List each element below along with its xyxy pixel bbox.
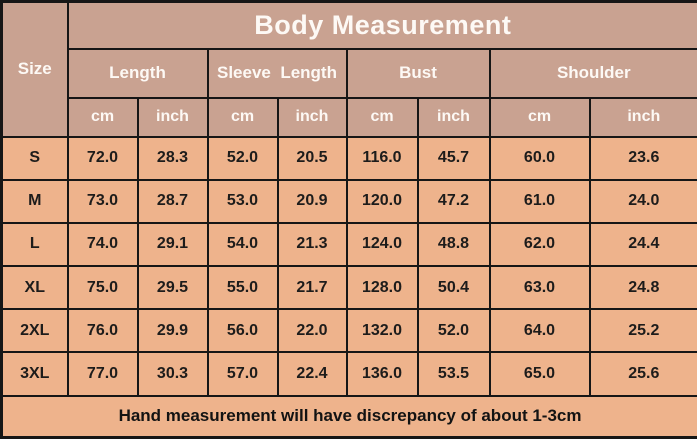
size-label: XL (0, 264, 69, 311)
measurement-cell: 116.0 (345, 135, 419, 181)
measurement-cell: 29.5 (136, 264, 209, 311)
size-label: S (0, 135, 69, 181)
measurement-cell: 29.1 (136, 221, 209, 267)
table-row: 2XL 76.0 29.9 56.0 22.0 132.0 52.0 64.0 25.2 (0, 308, 697, 354)
measurement-cell: 29.9 (136, 308, 209, 354)
footer-note: Hand measurement will have discrepancy o… (0, 394, 697, 439)
measurement-cell: 128.0 (345, 264, 419, 311)
measurement-cell: 61.0 (488, 178, 591, 224)
table-row: 3XL 77.0 30.3 57.0 22.4 136.0 53.5 65.0 25.6 (0, 351, 697, 397)
measurement-cell: 21.7 (276, 264, 348, 311)
measurement-cell: 20.5 (276, 135, 348, 181)
measurement-cell: 75.0 (66, 264, 139, 311)
measurement-cell: 74.0 (66, 221, 139, 267)
measurement-cell: 24.8 (588, 264, 697, 311)
group-header-shoulder: Shoulder (488, 47, 697, 99)
table-row: S 72.0 28.3 52.0 20.5 116.0 45.7 60.0 23.6 (0, 135, 697, 181)
measurement-cell: 53.0 (206, 178, 279, 224)
measurement-cell: 120.0 (345, 178, 419, 224)
measurement-cell: 23.6 (588, 135, 697, 181)
group-header-row: Length Sleeve Length Bust Shoulder (2, 47, 697, 99)
title-row: Size Body Measurement (0, 0, 697, 138)
measurement-cell: 56.0 (206, 308, 279, 354)
table-row: M 73.0 28.7 53.0 20.9 120.0 47.2 61.0 24.0 (0, 178, 697, 224)
size-label: 3XL (0, 351, 69, 397)
unit-header-shoulder-cm: cm (488, 96, 591, 138)
unit-header-length-cm: cm (66, 96, 139, 138)
measurement-cell: 136.0 (345, 351, 419, 397)
group-header-sleeve-length: Sleeve Length (206, 47, 348, 99)
measurement-cell: 124.0 (345, 221, 419, 267)
measurement-cell: 60.0 (488, 135, 591, 181)
measurement-cell: 55.0 (206, 264, 279, 311)
measurement-cell: 21.3 (276, 221, 348, 267)
measurement-cell: 25.2 (588, 308, 697, 354)
unit-header-bust-inch: inch (416, 96, 491, 138)
measurement-cell: 64.0 (488, 308, 591, 354)
measurement-cell: 47.2 (416, 178, 491, 224)
measurement-cell: 62.0 (488, 221, 591, 267)
measurement-cell: 132.0 (345, 308, 419, 354)
measurement-cell: 50.4 (416, 264, 491, 311)
measurement-cell: 28.7 (136, 178, 209, 224)
measurement-cell: 53.5 (416, 351, 491, 397)
measurement-cell: 24.0 (588, 178, 697, 224)
table-row: L 74.0 29.1 54.0 21.3 124.0 48.8 62.0 24.4 (0, 221, 697, 267)
measurement-cell: 52.0 (206, 135, 279, 181)
measurement-cell: 24.4 (588, 221, 697, 267)
size-label: M (0, 178, 69, 224)
measurement-cell: 73.0 (66, 178, 139, 224)
measurement-cell: 30.3 (136, 351, 209, 397)
measurement-cell: 57.0 (206, 351, 279, 397)
group-header-length: Length (66, 47, 209, 99)
unit-header-sleeve-inch: inch (276, 96, 348, 138)
measurement-cell: 72.0 (66, 135, 139, 181)
measurement-cell: 48.8 (416, 221, 491, 267)
measurement-cell: 22.4 (276, 351, 348, 397)
unit-header-bust-cm: cm (345, 96, 419, 138)
measurement-cell: 54.0 (206, 221, 279, 267)
measurement-cell: 28.3 (136, 135, 209, 181)
measurement-cell: 77.0 (66, 351, 139, 397)
measurement-cell: 76.0 (66, 308, 139, 354)
measurement-cell: 45.7 (416, 135, 491, 181)
size-label: 2XL (0, 308, 69, 354)
measurement-cell: 65.0 (488, 351, 591, 397)
measurement-cell: 25.6 (588, 351, 697, 397)
measurement-cell: 22.0 (276, 308, 348, 354)
unit-header-sleeve-cm: cm (206, 96, 279, 138)
unit-header-row: cm inch cm inch cm inch cm inch (2, 96, 697, 138)
footer-row: Hand measurement will have discrepancy o… (0, 394, 697, 439)
measurement-cell: 52.0 (416, 308, 491, 354)
measurement-cell: 63.0 (488, 264, 591, 311)
unit-header-length-inch: inch (136, 96, 209, 138)
measurement-cell: 20.9 (276, 178, 348, 224)
size-label: L (0, 221, 69, 267)
group-header-bust: Bust (345, 47, 491, 99)
table-row: XL 75.0 29.5 55.0 21.7 128.0 50.4 63.0 24.8 (0, 264, 697, 311)
table-title: Body Measurement (66, 0, 697, 50)
unit-header-shoulder-inch: inch (588, 96, 697, 138)
size-column-header: Size (0, 0, 69, 138)
